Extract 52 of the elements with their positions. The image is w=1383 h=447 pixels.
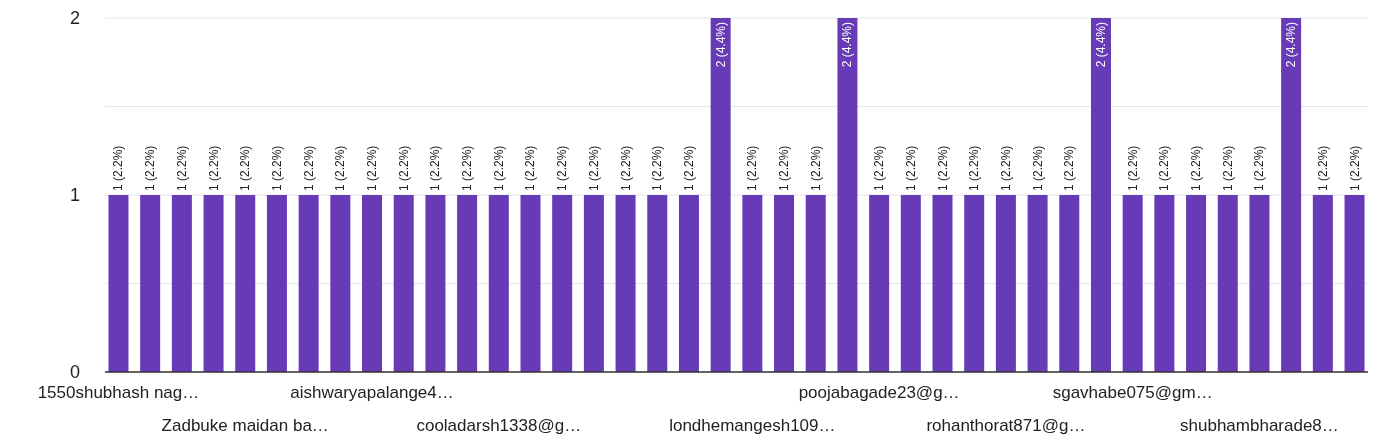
data-label: 1 (2.2%) bbox=[618, 145, 633, 191]
x-tick-label: rohanthorat871@g… bbox=[926, 416, 1086, 435]
data-label: 1 (2.2%) bbox=[777, 145, 792, 191]
data-label: 2 (4.4%) bbox=[1284, 22, 1299, 68]
data-label: 1 (2.2%) bbox=[1347, 145, 1362, 191]
x-tick-label: shubhambharade8… bbox=[1180, 416, 1339, 435]
data-label: 1 (2.2%) bbox=[1030, 145, 1045, 191]
y-tick-label: 0 bbox=[69, 362, 80, 383]
x-tick-label: Zadbuke maidan ba… bbox=[161, 416, 329, 435]
data-label: 1 (2.2%) bbox=[1125, 145, 1140, 191]
x-tick-label: sgavhabe075@gm… bbox=[1052, 383, 1213, 402]
x-tick-label: aishwaryapalange4… bbox=[290, 383, 454, 402]
data-label: 1 (2.2%) bbox=[1220, 145, 1235, 191]
data-label: 1 (2.2%) bbox=[111, 145, 126, 191]
data-label: 1 (2.2%) bbox=[650, 145, 665, 191]
data-label: 1 (2.2%) bbox=[586, 145, 601, 191]
data-label: 1 (2.2%) bbox=[428, 145, 443, 191]
data-label: 1 (2.2%) bbox=[206, 145, 221, 191]
data-label: 1 (2.2%) bbox=[491, 145, 506, 191]
data-label: 2 (4.4%) bbox=[1093, 22, 1108, 68]
data-label: 1 (2.2%) bbox=[269, 145, 284, 191]
data-label: 1 (2.2%) bbox=[238, 145, 253, 191]
data-label: 1 (2.2%) bbox=[460, 145, 475, 191]
data-label: 1 (2.2%) bbox=[523, 145, 538, 191]
data-label: 1 (2.2%) bbox=[396, 145, 411, 191]
data-label: 2 (4.4%) bbox=[840, 22, 855, 68]
data-label: 2 (4.4%) bbox=[713, 22, 728, 68]
data-label: 1 (2.2%) bbox=[998, 145, 1013, 191]
data-label: 1 (2.2%) bbox=[872, 145, 887, 191]
y-tick-label: 1 bbox=[69, 185, 80, 206]
data-label: 1 (2.2%) bbox=[935, 145, 950, 191]
x-tick-label: poojabagade23@g… bbox=[798, 383, 960, 402]
data-label: 1 (2.2%) bbox=[1252, 145, 1267, 191]
data-label: 1 (2.2%) bbox=[555, 145, 570, 191]
data-label: 1 (2.2%) bbox=[1062, 145, 1077, 191]
data-label: 1 (2.2%) bbox=[681, 145, 696, 191]
data-label: 1 (2.2%) bbox=[333, 145, 348, 191]
data-label: 1 (2.2%) bbox=[967, 145, 982, 191]
x-tick-label: 1550shubhash nag… bbox=[37, 383, 200, 402]
data-label: 1 (2.2%) bbox=[365, 145, 380, 191]
data-label: 1 (2.2%) bbox=[174, 145, 189, 191]
data-label: 1 (2.2%) bbox=[1189, 145, 1204, 191]
x-tick-label: londhemangesh109… bbox=[669, 416, 836, 435]
data-label: 1 (2.2%) bbox=[1315, 145, 1330, 191]
data-label: 1 (2.2%) bbox=[143, 145, 158, 191]
data-label: 1 (2.2%) bbox=[745, 145, 760, 191]
data-label: 1 (2.2%) bbox=[903, 145, 918, 191]
data-label: 1 (2.2%) bbox=[808, 145, 823, 191]
y-tick-label: 2 bbox=[69, 8, 80, 29]
data-label: 1 (2.2%) bbox=[301, 145, 316, 191]
x-tick-label: cooladarsh1338@g… bbox=[416, 416, 582, 435]
data-label: 1 (2.2%) bbox=[1157, 145, 1172, 191]
